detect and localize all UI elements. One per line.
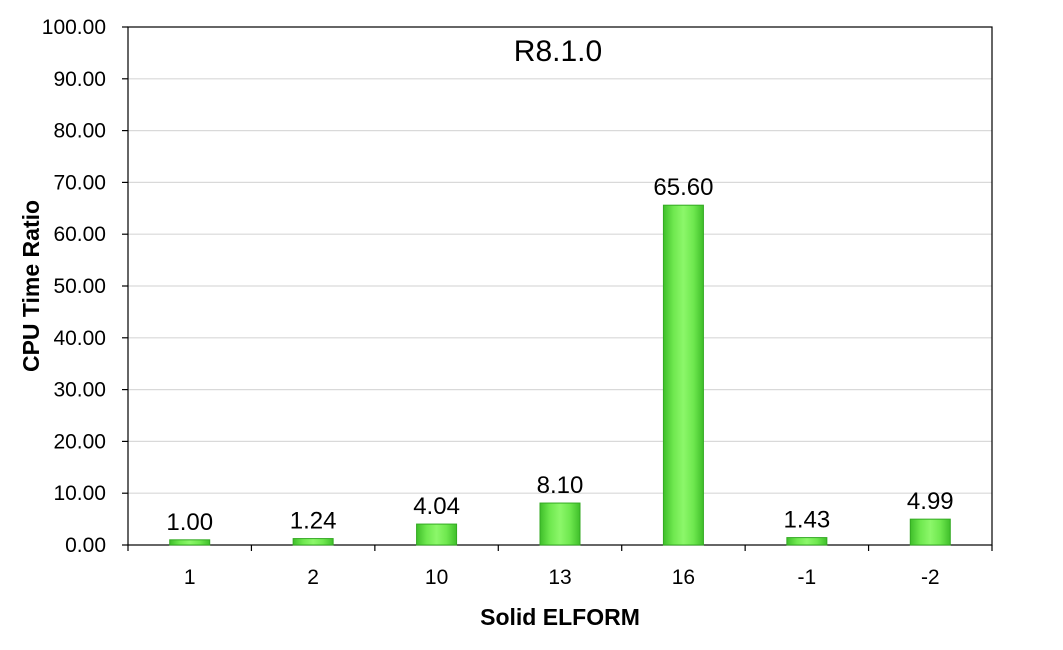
y-axis-title: CPU Time Ratio <box>18 200 44 372</box>
x-tick-label: -1 <box>798 566 817 589</box>
x-tick-label: 16 <box>672 566 695 589</box>
y-tick-label: 80.00 <box>53 120 106 143</box>
gridlines <box>128 78 992 494</box>
y-tick-label: 20.00 <box>53 430 106 453</box>
chart-title: R8.1.0 <box>514 35 602 68</box>
bar <box>416 523 458 546</box>
bar <box>662 204 704 546</box>
y-tick-label: 30.00 <box>53 379 106 402</box>
data-labels: 1.00 1.24 4.04 8.10 65.60 1.43 4.99 <box>166 174 953 536</box>
y-axis: 0.00 10.00 20.00 30.00 40.00 50.00 60.00 70.00 8… <box>42 16 128 557</box>
data-label: 65.60 <box>653 174 713 201</box>
data-label: 1.00 <box>166 509 213 536</box>
bar <box>292 538 334 546</box>
bar <box>909 518 951 546</box>
y-tick-label: 100.00 <box>42 16 106 39</box>
bar <box>786 537 828 546</box>
x-tick-label: 10 <box>425 566 448 589</box>
x-tick-label: -2 <box>921 566 940 589</box>
data-label: 1.24 <box>290 508 337 535</box>
y-tick-label: 60.00 <box>53 223 106 246</box>
x-tick-label: 13 <box>548 566 571 589</box>
y-tick-label: 40.00 <box>53 327 106 350</box>
y-tick-label: 70.00 <box>53 171 106 194</box>
y-tick-label: 90.00 <box>53 68 106 91</box>
data-label: 8.10 <box>537 472 584 499</box>
x-tick-label: 2 <box>307 566 319 589</box>
bar <box>539 502 581 546</box>
data-label: 4.04 <box>413 493 460 520</box>
x-tick-label: 1 <box>184 566 196 589</box>
bar-series <box>169 204 951 546</box>
y-tick-label: 0.00 <box>65 534 106 557</box>
bar <box>169 539 211 546</box>
data-label: 4.99 <box>907 488 954 515</box>
y-tick-label: 10.00 <box>53 482 106 505</box>
data-label: 1.43 <box>783 507 830 534</box>
x-axis-title: Solid ELFORM <box>480 604 640 630</box>
y-tick-label: 50.00 <box>53 275 106 298</box>
x-axis: 1 2 10 13 16 -1 -2 <box>127 545 993 589</box>
